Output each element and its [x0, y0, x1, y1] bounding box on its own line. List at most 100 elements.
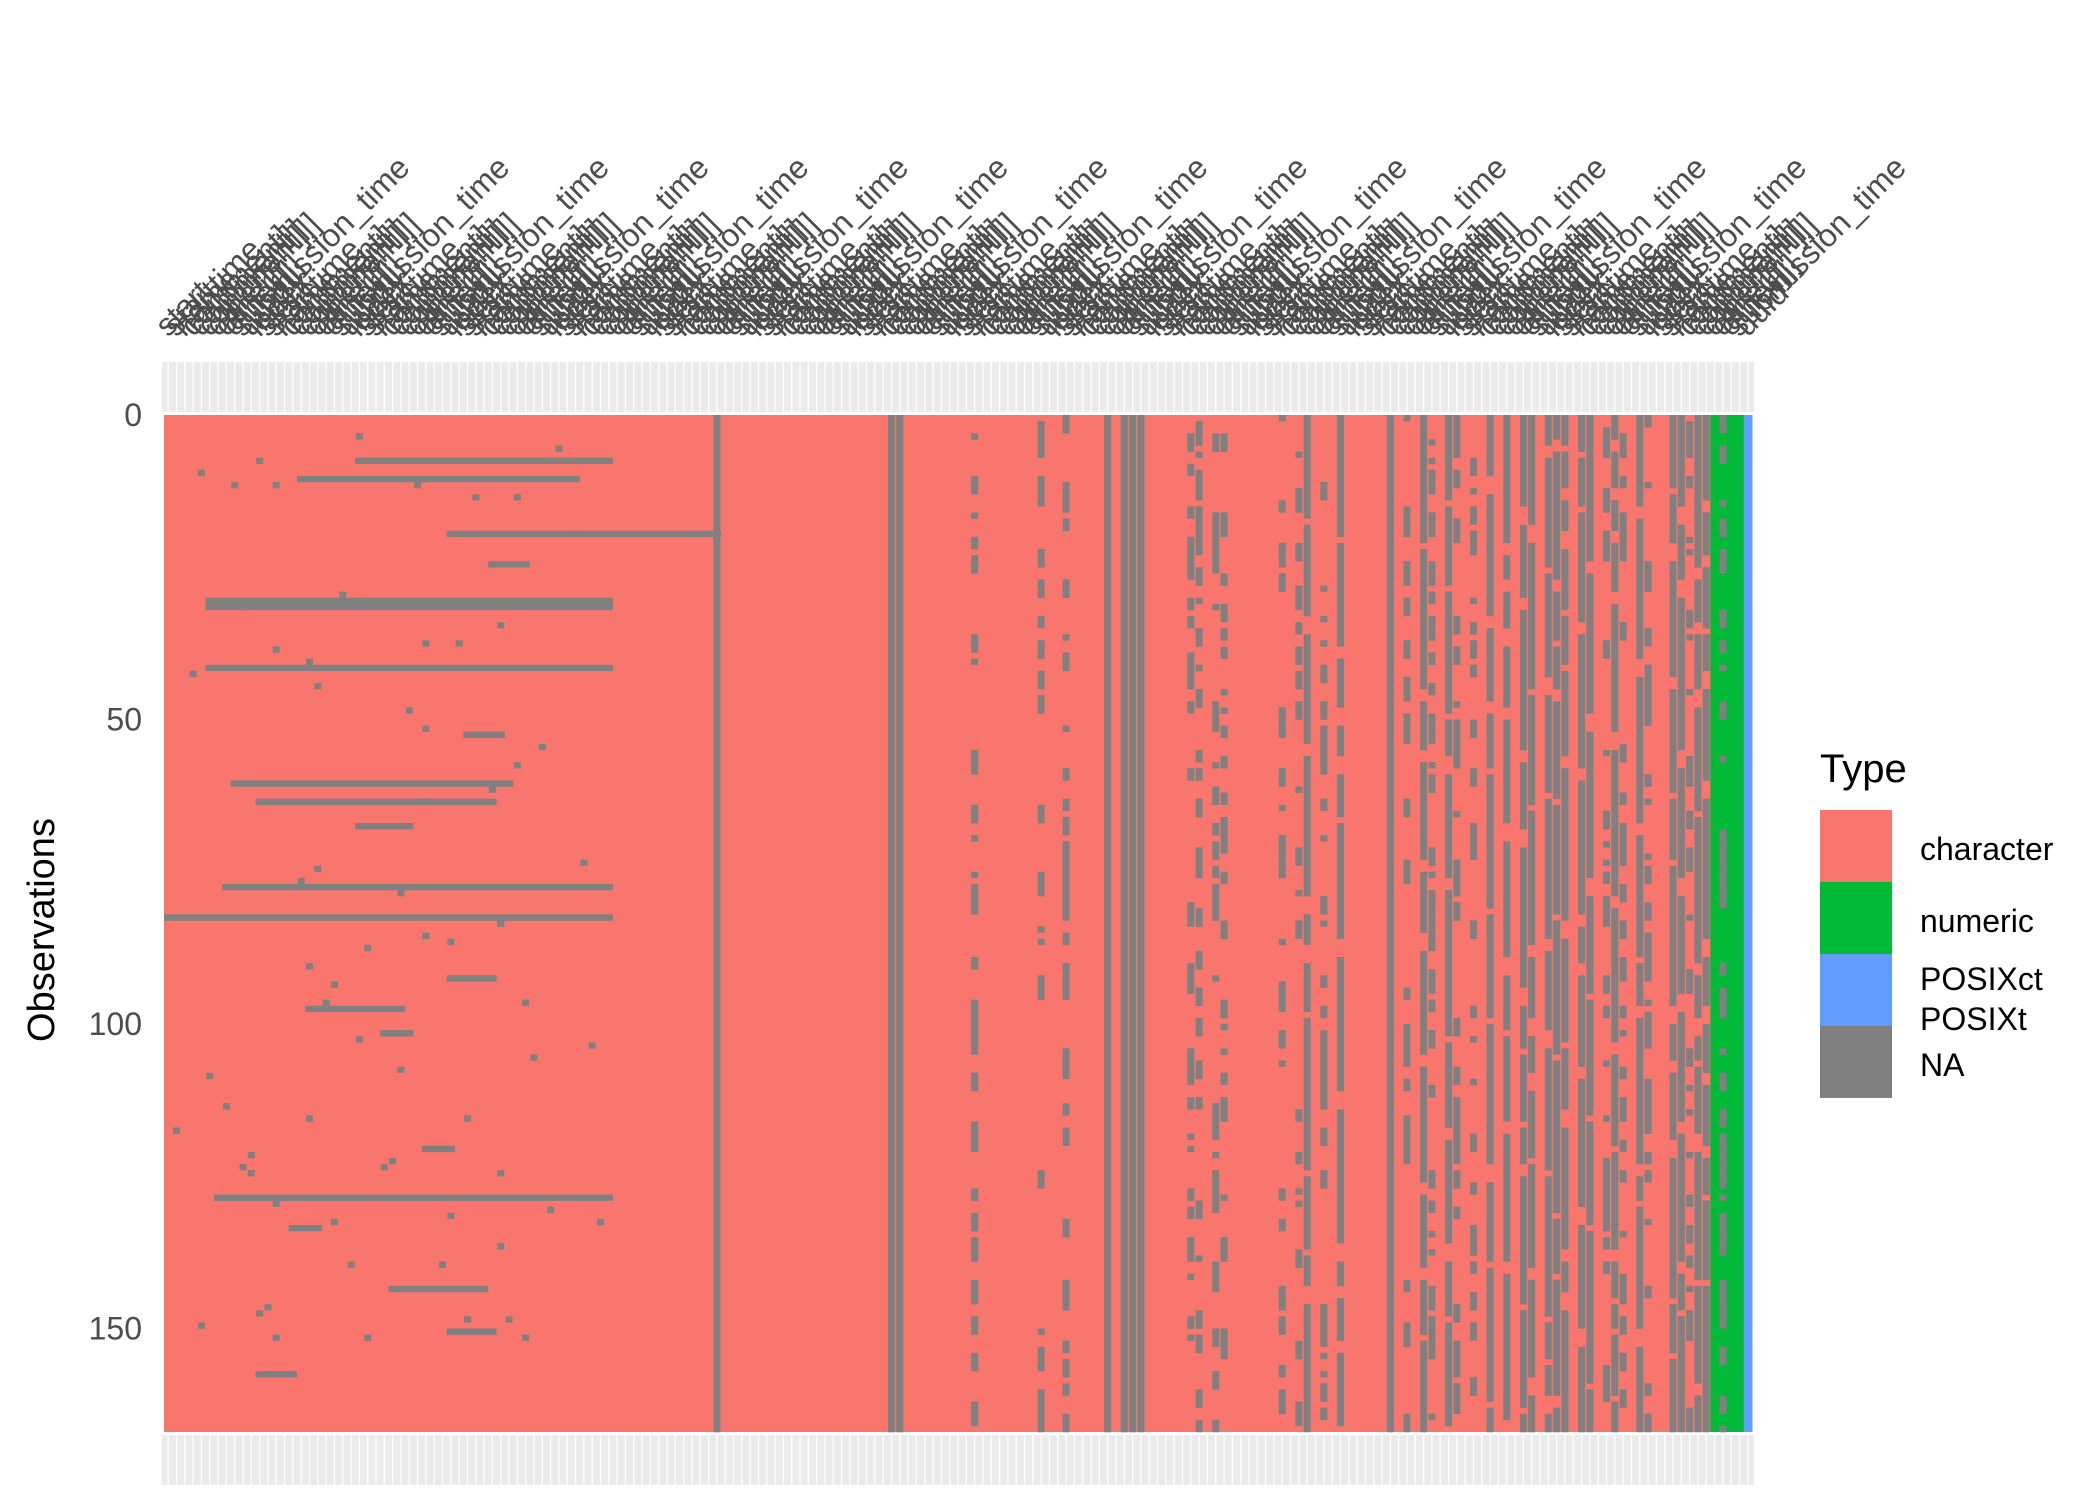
- type-block: [1710, 415, 1745, 1432]
- na-segment: [971, 1419, 979, 1427]
- na-segment: [1420, 950, 1428, 1055]
- na-segment: [1561, 548, 1569, 611]
- na-segment: [1636, 963, 1644, 1007]
- na-segment: [1445, 415, 1453, 501]
- na-segment: [1037, 555, 1045, 568]
- na-segment: [1469, 506, 1477, 525]
- na-segment: [1611, 1054, 1619, 1147]
- na-segment: [1578, 415, 1586, 452]
- na-segment: [1619, 1298, 1627, 1305]
- na-row-band: [380, 1030, 414, 1037]
- na-segment: [1428, 1304, 1436, 1311]
- legend-swatch: [1820, 810, 1892, 882]
- na-segment: [1403, 1042, 1411, 1049]
- na-segment: [1212, 1419, 1220, 1427]
- na-column: [1120, 415, 1128, 1433]
- na-segment: [1528, 1395, 1536, 1433]
- na-segment: [1636, 835, 1644, 958]
- na-segment: [1320, 1170, 1328, 1177]
- na-segment: [1037, 975, 1045, 988]
- na-segment: [1719, 1395, 1727, 1402]
- na-segment: [1278, 938, 1286, 946]
- na-segment: [1336, 774, 1344, 818]
- na-segment: [1528, 415, 1536, 525]
- na-segment: [971, 1243, 979, 1262]
- na-segment: [1062, 981, 1070, 1000]
- na-segment: [1719, 890, 1727, 897]
- na-segment: [1677, 597, 1685, 751]
- na-segment: [1586, 1231, 1594, 1384]
- na-segment: [971, 871, 979, 879]
- na-segment: [1195, 987, 1203, 1007]
- na-cell: [189, 670, 197, 678]
- na-segment: [1561, 1048, 1569, 1110]
- na-segment: [1428, 1346, 1436, 1360]
- na-segment: [1469, 640, 1477, 659]
- na-segment: [1295, 488, 1303, 501]
- na-segment: [1428, 938, 1436, 952]
- na-segment: [1486, 1267, 1494, 1402]
- na-segment: [1619, 1352, 1627, 1372]
- na-segment: [1486, 1182, 1494, 1262]
- na-segment: [1428, 512, 1436, 519]
- na-segment: [1544, 1176, 1552, 1317]
- na-segment: [1037, 421, 1045, 440]
- na-segment: [1428, 579, 1436, 586]
- na-segment: [1519, 1054, 1527, 1122]
- na-cell: [472, 494, 480, 501]
- na-segment: [1428, 1084, 1436, 1098]
- na-segment: [1586, 415, 1594, 562]
- na-segment: [1278, 573, 1286, 592]
- na-segment: [1578, 975, 1586, 1067]
- na-segment: [1469, 1261, 1477, 1274]
- na-segment: [1686, 1425, 1694, 1433]
- na-segment: [1320, 920, 1328, 927]
- na-segment: [1619, 1097, 1627, 1110]
- na-segment: [1295, 701, 1303, 708]
- na-row-band: [388, 1285, 489, 1293]
- na-segment: [1062, 1060, 1070, 1080]
- na-segment: [1320, 756, 1328, 763]
- na-segment: [1278, 1316, 1286, 1335]
- na-segment: [1295, 500, 1303, 513]
- na-segment: [1469, 457, 1477, 477]
- na-segment: [1220, 725, 1228, 739]
- na-segment: [1428, 713, 1436, 732]
- na-segment: [1187, 433, 1195, 452]
- na-segment: [1644, 950, 1652, 958]
- na-segment: [1062, 1298, 1070, 1311]
- na-segment: [1062, 481, 1070, 489]
- na-segment: [1320, 1139, 1328, 1147]
- na-segment: [1195, 1255, 1203, 1262]
- na-segment: [1619, 475, 1627, 483]
- na-segment: [1453, 415, 1461, 434]
- na-segment: [1195, 1334, 1203, 1354]
- na-segment: [1619, 963, 1627, 982]
- na-cell: [463, 1115, 471, 1122]
- na-segment: [1644, 969, 1652, 982]
- na-segment: [1320, 762, 1328, 775]
- na-segment: [1611, 1401, 1619, 1433]
- na-segment: [1603, 488, 1610, 507]
- na-segment: [1187, 902, 1195, 915]
- na-segment: [1220, 707, 1228, 714]
- na-column: [1386, 415, 1394, 1433]
- na-segment: [1694, 707, 1702, 812]
- na-segment: [1702, 1285, 1710, 1433]
- na-segment: [1686, 847, 1694, 860]
- na-segment: [1062, 488, 1070, 495]
- na-segment: [1037, 1346, 1045, 1366]
- na-segment: [1578, 1346, 1586, 1433]
- na-segment: [1212, 603, 1220, 611]
- na-segment: [1320, 1011, 1328, 1019]
- na-segment: [1187, 676, 1195, 684]
- na-row-band: [213, 1194, 613, 1201]
- na-segment: [1062, 1127, 1070, 1147]
- na-segment: [1187, 975, 1195, 994]
- na-segment: [1195, 689, 1203, 708]
- na-segment: [1187, 463, 1195, 477]
- na-segment: [971, 1279, 979, 1293]
- na-segment: [1187, 707, 1195, 714]
- na-segment: [1428, 469, 1436, 477]
- na-segment: [1469, 530, 1477, 544]
